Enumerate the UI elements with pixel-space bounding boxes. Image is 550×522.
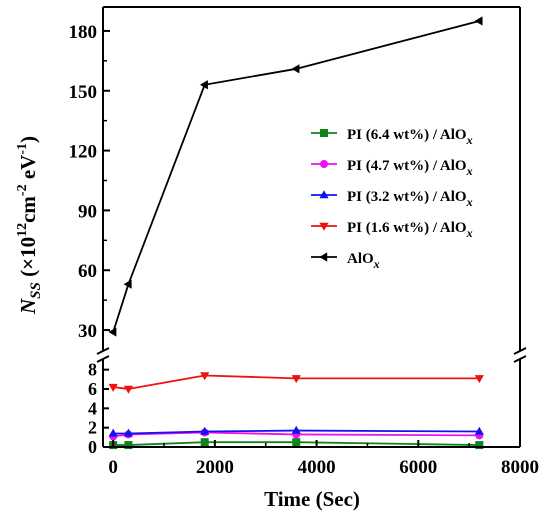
y-axis-title-close: ): [16, 136, 40, 143]
y-tick-label: 0: [88, 437, 97, 457]
plot-area: [108, 16, 484, 450]
y-tick-label: 180: [69, 22, 98, 43]
y-tick-label: 8: [88, 360, 97, 380]
axis-break-mark: [96, 355, 110, 363]
legend-label-subscript: x: [466, 226, 473, 240]
axis-break-mark: [513, 347, 527, 355]
legend-label: AlOx: [347, 251, 380, 271]
y-axis-title-subscript: SS: [28, 282, 44, 299]
x-axis-title: Time (Sec): [264, 487, 360, 511]
data-point: [199, 80, 208, 90]
legend-label-text: PI (1.6 wt%) / AlO: [347, 220, 467, 236]
y-tick-label: 6: [88, 379, 97, 399]
data-point: [200, 372, 210, 381]
data-point: [474, 16, 483, 26]
x-tick-label: 4000: [298, 457, 336, 478]
y-tick-label: 150: [69, 82, 98, 103]
legend-label: PI (6.4 wt%) / AlOx: [347, 127, 473, 147]
legend-label-text: PI (6.4 wt%) / AlO: [347, 127, 467, 143]
y-tick-label: 2: [88, 418, 97, 438]
legend-label-text: AlO: [347, 251, 374, 267]
y-tick-label: 4: [88, 398, 97, 418]
data-point: [123, 385, 134, 394]
legend-label-text: PI (3.2 wt%) / AlO: [347, 189, 467, 205]
y-axis-title-symbol: N: [16, 298, 40, 315]
y-axis-title-cm: cm: [16, 196, 40, 223]
x-tick-label: 0: [108, 457, 118, 478]
legend-marker: [319, 222, 329, 231]
y-tick-label: 90: [78, 201, 97, 222]
data-point: [124, 441, 133, 450]
data-point: [291, 425, 301, 434]
data-point: [123, 428, 134, 437]
legend-marker: [320, 129, 328, 137]
data-point: [123, 279, 132, 289]
axis-break-mark: [513, 355, 527, 363]
y-axis-title-unit: (×10: [16, 237, 40, 282]
legend-marker: [319, 190, 329, 199]
data-point: [108, 428, 118, 437]
data-point: [108, 327, 117, 337]
x-tick-label: 8000: [501, 457, 539, 478]
axis-break-mark: [96, 347, 110, 355]
data-point: [474, 375, 484, 384]
legend-label-subscript: x: [466, 133, 473, 147]
x-tick-label: 2000: [196, 457, 234, 478]
y-tick-label: 60: [78, 261, 97, 282]
data-point: [292, 438, 301, 447]
y-axis-title-exp2: -2: [15, 184, 30, 196]
x-tick-label: 6000: [399, 457, 437, 478]
y-axis-title-exp1: 12: [15, 223, 30, 237]
data-point: [108, 383, 118, 392]
data-point: [291, 375, 301, 384]
legend-label: PI (3.2 wt%) / AlOx: [347, 189, 473, 209]
data-point: [474, 426, 484, 435]
legend-label: PI (1.6 wt%) / AlOx: [347, 220, 473, 240]
y-tick-label: 30: [78, 321, 97, 342]
data-point: [475, 441, 484, 450]
legend-label-subscript: x: [466, 164, 473, 178]
y-axis-title-exp3: -1: [15, 143, 30, 155]
y-tick-label: 120: [69, 142, 98, 163]
y-axis-title-ev: eV: [16, 155, 40, 185]
legend-label-subscript: x: [373, 257, 380, 271]
data-point: [291, 64, 300, 74]
data-point: [200, 438, 209, 447]
legend-marker: [319, 252, 328, 262]
legend-label-subscript: x: [466, 195, 473, 209]
legend-label: PI (4.7 wt%) / AlOx: [347, 158, 473, 178]
legend-label-text: PI (4.7 wt%) / AlO: [347, 158, 467, 174]
legend-marker: [320, 160, 328, 168]
y-axis-title: NSS (×1012cm-2 eV-1): [15, 136, 44, 315]
data-point: [200, 426, 210, 435]
